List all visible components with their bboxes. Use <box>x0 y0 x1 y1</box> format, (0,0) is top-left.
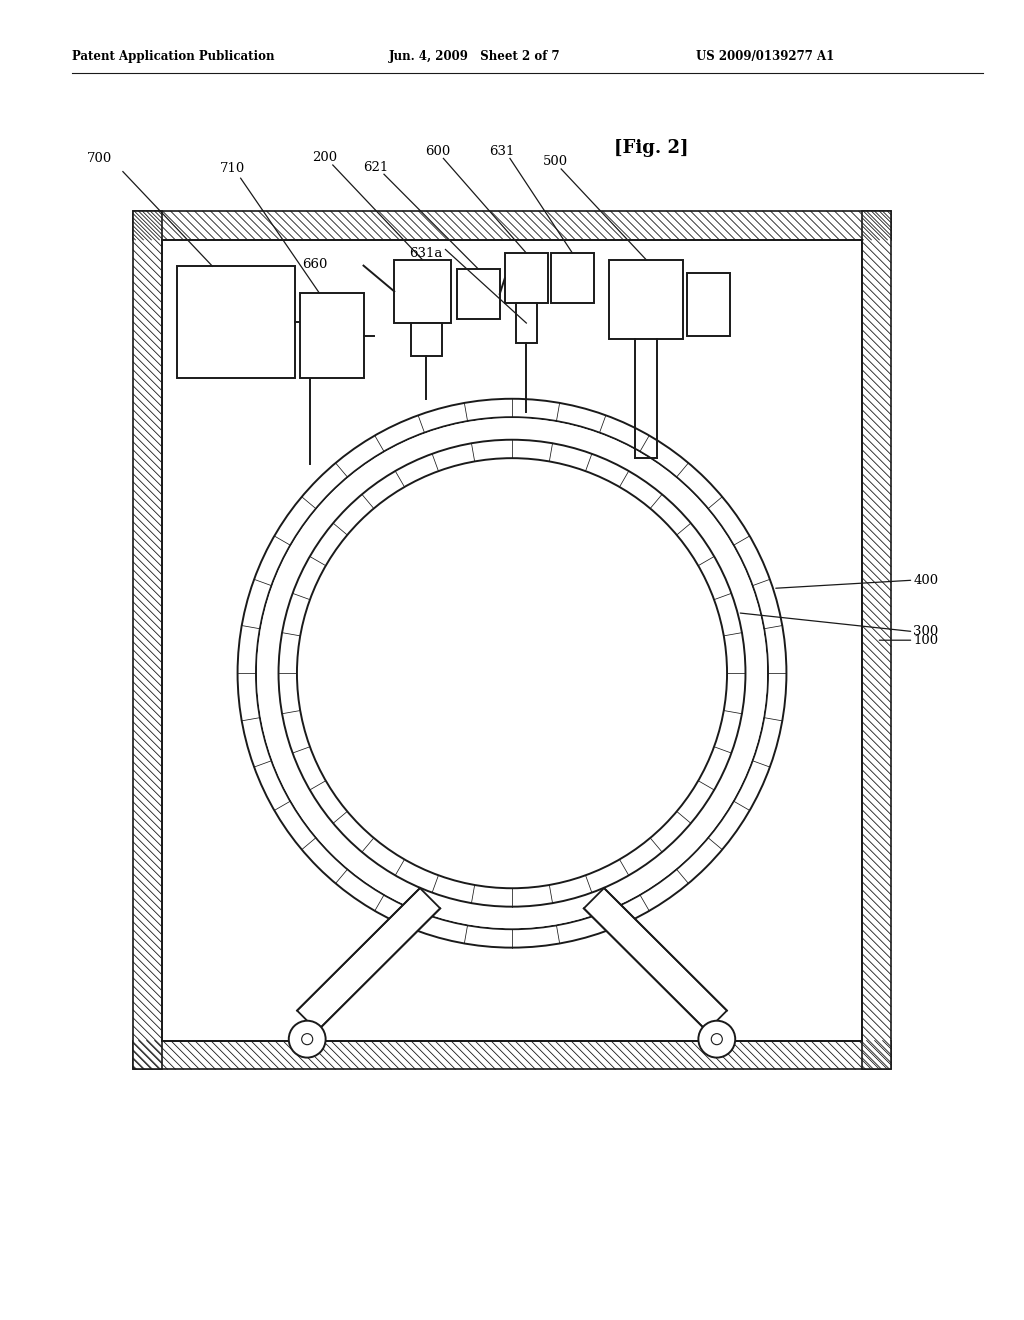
Bar <box>862 211 891 1069</box>
Text: 710: 710 <box>220 162 246 176</box>
Text: 100: 100 <box>913 634 939 647</box>
Bar <box>394 260 451 323</box>
Circle shape <box>257 418 767 928</box>
Bar <box>609 260 683 339</box>
Text: 400: 400 <box>913 574 939 586</box>
Bar <box>412 323 442 356</box>
Text: Jun. 4, 2009   Sheet 2 of 7: Jun. 4, 2009 Sheet 2 of 7 <box>389 50 561 63</box>
Bar <box>457 269 500 319</box>
Circle shape <box>712 1034 722 1044</box>
Text: 700: 700 <box>87 152 113 165</box>
Polygon shape <box>297 888 440 1031</box>
Bar <box>177 267 295 379</box>
Text: [Fig. 2]: [Fig. 2] <box>614 139 689 157</box>
Bar <box>505 253 548 304</box>
Text: 200: 200 <box>312 150 338 164</box>
Bar <box>687 273 730 337</box>
Bar <box>133 211 162 1069</box>
Text: 500: 500 <box>543 154 568 168</box>
Circle shape <box>297 458 727 888</box>
Text: 631: 631 <box>489 145 515 158</box>
Text: 600: 600 <box>425 145 451 158</box>
Text: 631a: 631a <box>410 247 443 260</box>
Text: 660: 660 <box>302 257 328 271</box>
Bar <box>516 304 537 343</box>
Circle shape <box>238 399 786 948</box>
Text: Patent Application Publication: Patent Application Publication <box>72 50 274 63</box>
Bar <box>133 211 891 240</box>
Polygon shape <box>584 888 727 1031</box>
Bar <box>133 1040 891 1069</box>
Text: 300: 300 <box>913 626 939 638</box>
Text: US 2009/0139277 A1: US 2009/0139277 A1 <box>696 50 835 63</box>
Text: 621: 621 <box>364 161 389 174</box>
Circle shape <box>698 1020 735 1057</box>
Circle shape <box>289 1020 326 1057</box>
Bar <box>300 293 364 379</box>
Bar <box>551 253 594 304</box>
Circle shape <box>302 1034 312 1044</box>
